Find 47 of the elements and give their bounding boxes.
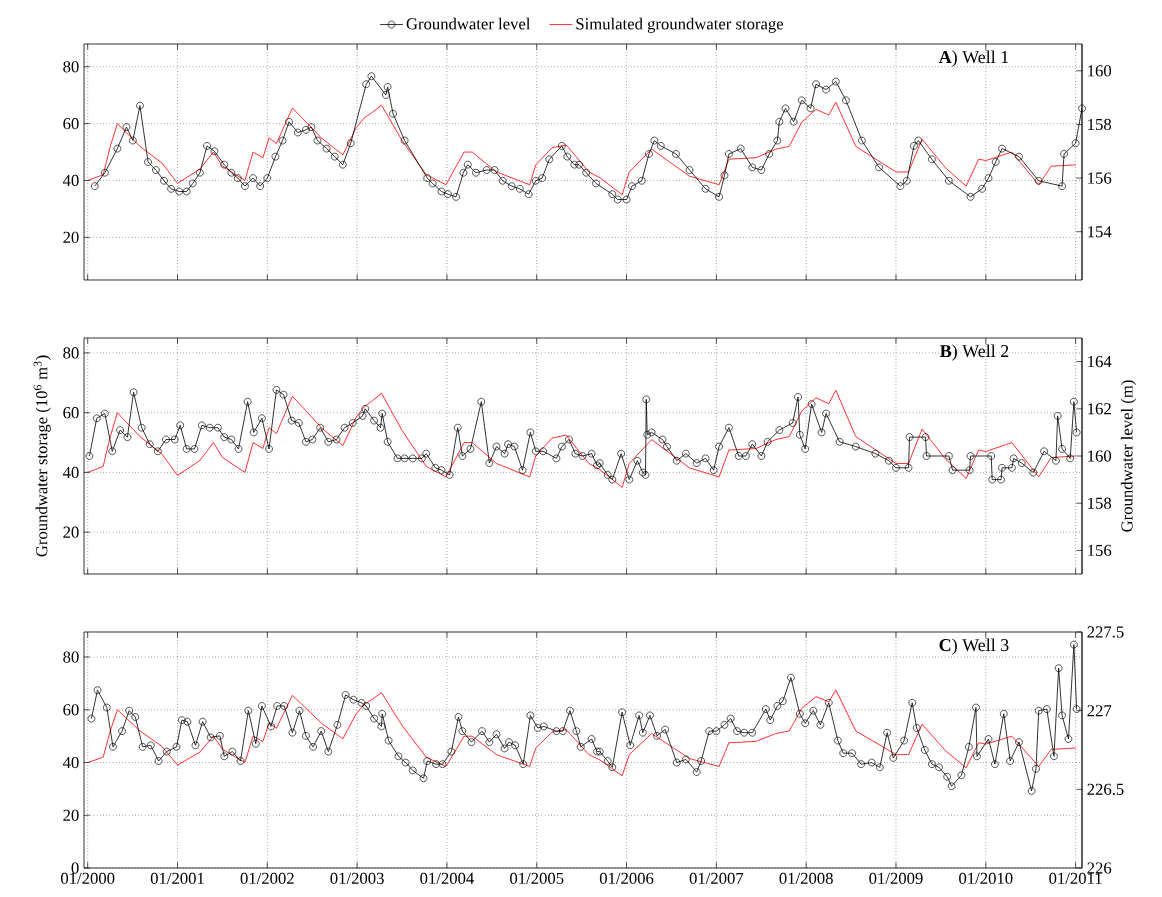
y2-tick-label: 227	[1087, 705, 1112, 717]
legend-label: Simulated groundwater storage	[576, 17, 784, 33]
x-tick-label: 01/2005	[510, 872, 564, 884]
y-tick-label: 40	[62, 174, 79, 187]
y2-tick-label: 158	[1088, 497, 1112, 509]
y2-tick-label: 158	[1088, 118, 1112, 131]
x-tick-label: 01/2001	[150, 872, 204, 884]
x-tick-label: 01/2006	[599, 872, 654, 884]
y-axis-title: Groundwater storage (10$^{6}$ m$^{3}$)	[33, 355, 51, 557]
x-tick-label: 01/2011	[1049, 872, 1102, 884]
y2-tick-label: 154	[1088, 226, 1112, 238]
x-tick-label: 01/2009	[869, 872, 923, 884]
y-tick-label: 80	[63, 61, 79, 73]
x-tick-label: 01/2002	[240, 872, 294, 884]
legend-label: Groundwater level	[406, 17, 531, 30]
y-tick-label: 60	[63, 407, 79, 419]
y-tick-label: 80	[63, 651, 79, 663]
y-tick-label: 40	[62, 466, 79, 479]
x-tick-label: 01/2004	[420, 872, 474, 884]
chart-title: C) Well 3	[939, 638, 1009, 655]
line-series	[87, 101, 1077, 196]
x-tick-label: 01/2000	[61, 872, 115, 884]
y2-tick-label: 162	[1088, 403, 1111, 415]
y-tick-label: 60	[63, 704, 79, 716]
y2-axis-title: Groundwater level (m)	[1120, 380, 1136, 532]
y-tick-label: 60	[63, 117, 79, 130]
y-tick-label: 20	[63, 526, 79, 538]
y2-tick-label: 156	[1088, 172, 1112, 184]
y-tick-label: 0	[71, 862, 79, 874]
y2-tick-label: 156	[1088, 544, 1112, 557]
y2-tick-label: 164	[1088, 356, 1112, 368]
line-series	[87, 689, 1077, 777]
y2-tick-label: 160	[1088, 450, 1112, 462]
y-tick-label: 80	[63, 347, 79, 359]
x-tick-label: 01/2007	[689, 872, 744, 884]
chart-title: A) Well 1	[938, 50, 1009, 67]
y2-tick-label: 226.5	[1087, 783, 1124, 795]
chart-title: B) Well 2	[939, 344, 1009, 361]
y-tick-label: 20	[63, 809, 79, 821]
x-tick-label: 01/2003	[330, 872, 384, 884]
y2-tick-label: 227.5	[1087, 626, 1124, 638]
y-tick-label: 40	[62, 756, 79, 769]
y2-tick-label: 160	[1088, 65, 1112, 77]
y-tick-label: 20	[63, 231, 79, 243]
x-tick-label: 01/2010	[959, 872, 1013, 884]
x-tick-label: 01/2008	[779, 872, 833, 884]
y2-tick-label: 226	[1087, 862, 1112, 874]
